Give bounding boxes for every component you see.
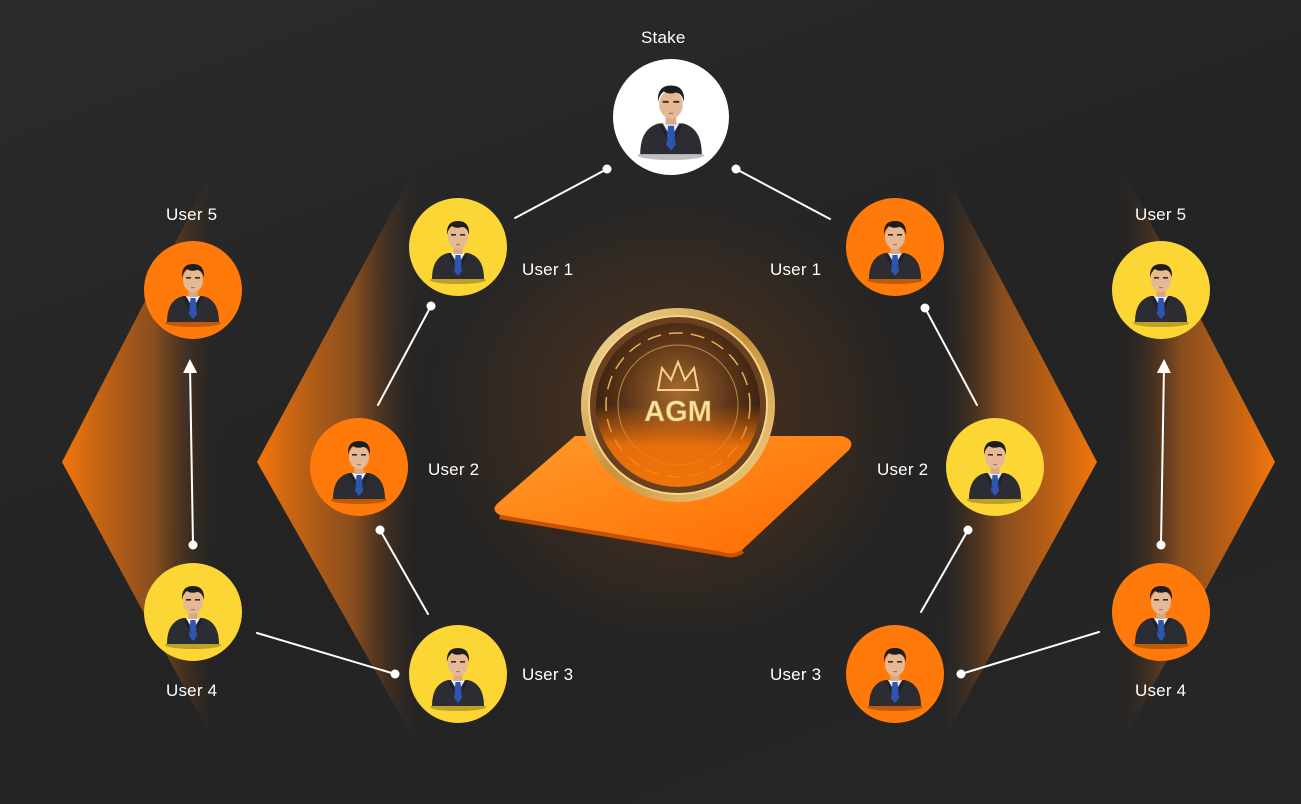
connector-dot [956,669,966,679]
right-user3-label: User 3 [770,665,822,684]
user-nodes [144,59,1210,723]
connector-dot [426,301,436,311]
left-user5-node [144,241,242,339]
businessman-icon [1133,586,1189,649]
connector-line [924,307,978,406]
arrow-line [1156,359,1171,546]
connector-line [514,168,608,219]
businessman-icon [165,586,221,649]
connector-dot [963,525,973,535]
left-user4-node [144,563,242,661]
right-user2-label: User 2 [877,460,929,479]
connector-line [377,305,432,406]
right-user1-node [846,198,944,296]
businessman-icon [165,264,221,327]
connector-dot [188,540,198,550]
businessman-icon [967,441,1023,504]
connector-dot [731,164,741,174]
right-user4-node [1112,563,1210,661]
left-user2-label: User 2 [428,460,480,479]
connector-dot [390,669,400,679]
arrow-line [183,359,198,546]
agm-coin: AGM [581,308,775,502]
right-user5-label: User 5 [1135,205,1187,224]
left-user5-label: User 5 [166,205,218,224]
businessman-icon [1133,264,1189,327]
right-user5-node [1112,241,1210,339]
left-user3-label: User 3 [522,665,574,684]
connector-line [379,529,429,615]
connector-dot [602,164,612,174]
left-user3-node [409,625,507,723]
connector-line [920,529,969,613]
businessman-icon [637,85,705,161]
connector-line [735,168,831,220]
crown-icon [656,359,700,391]
left-user4-label: User 4 [166,681,218,700]
connector-dot [920,303,930,313]
businessman-icon [331,441,387,504]
connectors [183,164,1171,679]
connector-line [256,632,396,675]
businessman-icon [867,221,923,284]
left-user1-node [409,198,507,296]
connector-dot [375,525,385,535]
right-user4-label: User 4 [1135,681,1187,700]
connector-dot [1156,540,1166,550]
businessman-icon [430,221,486,284]
right-user3-node [846,625,944,723]
businessman-icon [430,648,486,711]
coin-text: AGM [644,396,712,428]
right-user2-node [946,418,1044,516]
left-user1-label: User 1 [522,260,574,279]
left-user2-node [310,418,408,516]
connector-line [960,631,1100,675]
right-user1-label: User 1 [770,260,822,279]
stake-node [613,59,729,175]
businessman-icon [867,648,923,711]
stake-label: Stake [641,28,686,47]
